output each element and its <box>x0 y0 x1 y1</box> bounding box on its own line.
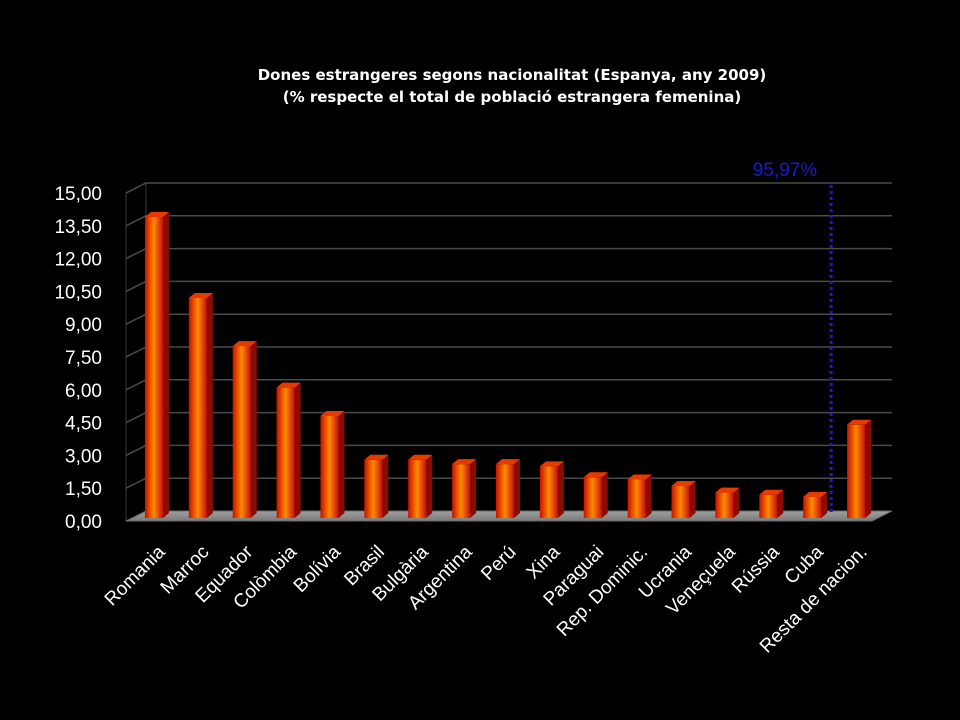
bar-17 <box>847 419 872 518</box>
y-tick-label: 3,00 <box>65 446 102 467</box>
bar-top <box>144 212 169 218</box>
bar-front <box>276 387 295 518</box>
y-tick-label: 0,00 <box>65 512 102 533</box>
bar-top <box>232 341 257 347</box>
bar-3 <box>232 341 257 518</box>
bar-6 <box>364 454 389 518</box>
bar-side <box>470 459 477 518</box>
bar-4 <box>276 382 301 518</box>
bar-side <box>689 481 696 518</box>
bar-top <box>803 491 828 497</box>
y-tick-label: 10,50 <box>54 282 102 303</box>
gridline <box>125 247 892 260</box>
bar-10 <box>539 461 564 518</box>
y-tick-label: 13,50 <box>54 217 102 238</box>
annotation-layer: 95,97% <box>753 160 833 513</box>
bar-top <box>847 419 872 425</box>
bar-top <box>627 474 652 480</box>
y-tick-label: 12,00 <box>54 250 102 271</box>
bar-7 <box>408 454 433 518</box>
bar-top <box>452 459 477 465</box>
y-tick-label: 15,00 <box>54 184 102 205</box>
bar-top <box>671 481 696 487</box>
gridline <box>125 215 892 227</box>
y-tick-label: 7,50 <box>65 348 102 369</box>
bar-front <box>539 466 558 518</box>
bar-16 <box>803 491 828 518</box>
y-tick-label: 9,00 <box>65 315 102 336</box>
bar-top <box>188 292 213 298</box>
bar-front <box>452 464 471 518</box>
bar-front <box>144 217 163 518</box>
bar-top <box>539 461 564 467</box>
bar-top <box>583 472 608 478</box>
bar-front <box>408 459 427 518</box>
bar-11 <box>583 472 608 518</box>
gridline <box>125 280 892 293</box>
bar-13 <box>671 481 696 518</box>
chart-title-block: Dones estrangeres segons nacionalitat (E… <box>0 64 960 108</box>
bar-top <box>320 411 345 417</box>
y-tick-label: 4,50 <box>65 414 102 435</box>
bar-side <box>733 487 740 518</box>
x-axis: RomaniaMarrocEquadorColòmbiaBolíviaBrasi… <box>101 541 872 657</box>
bar-top <box>715 487 740 493</box>
bar-side <box>865 419 872 518</box>
bar-side <box>426 454 433 518</box>
bar-15 <box>759 489 784 518</box>
bar-front <box>759 494 778 518</box>
bar-top <box>276 382 301 388</box>
cumulative-percent-label: 95,97% <box>753 160 818 181</box>
bar-front <box>627 479 646 518</box>
bar-side <box>162 212 169 518</box>
bar-front <box>364 459 383 518</box>
bar-side <box>601 472 608 518</box>
bar-front <box>320 416 339 518</box>
bar-front <box>715 492 734 518</box>
x-tick-label: Bolívia <box>290 541 345 596</box>
bar-side <box>294 382 301 518</box>
chart-subtitle: (% respecte el total de població estrang… <box>282 88 742 106</box>
bar-front <box>232 346 251 518</box>
gridline <box>125 313 892 325</box>
bar-side <box>821 491 828 518</box>
bars <box>144 212 872 518</box>
y-tick-label: 6,00 <box>65 381 102 402</box>
bar-9 <box>496 459 520 518</box>
gridline <box>125 182 892 194</box>
bar-front <box>188 297 207 518</box>
y-tick-label: 1,50 <box>65 479 102 500</box>
bar-2 <box>188 292 213 518</box>
bar-8 <box>452 459 477 518</box>
bar-side <box>382 454 389 518</box>
bar-top <box>408 454 433 460</box>
bar-1 <box>144 212 169 518</box>
bar-front <box>803 496 822 518</box>
bar-side <box>206 292 213 518</box>
bar-side <box>514 459 520 518</box>
bar-top <box>364 454 389 460</box>
x-tick-label: Romania <box>101 541 170 610</box>
bar-side <box>338 411 345 518</box>
bar-front <box>671 486 690 518</box>
bar-12 <box>627 474 652 518</box>
bar-front <box>847 424 866 518</box>
bar-side <box>557 461 564 518</box>
x-tick-label: Rússia <box>728 541 784 597</box>
bar-side <box>250 341 257 518</box>
bar-5 <box>320 411 345 518</box>
bar-side <box>777 489 784 518</box>
y-axis: 0,00 1,50 3,00 4,50 6,00 7,50 9,00 10,50 12,00 13… <box>54 184 102 533</box>
bar-front <box>496 464 514 518</box>
bar-top <box>759 489 784 495</box>
bar-top <box>496 459 520 465</box>
bar-side <box>645 474 652 518</box>
x-tick-label: Perú <box>477 542 520 585</box>
chart-title: Dones estrangeres segons nacionalitat (E… <box>257 66 767 84</box>
bar-front <box>583 477 602 518</box>
bar-14 <box>715 487 740 518</box>
